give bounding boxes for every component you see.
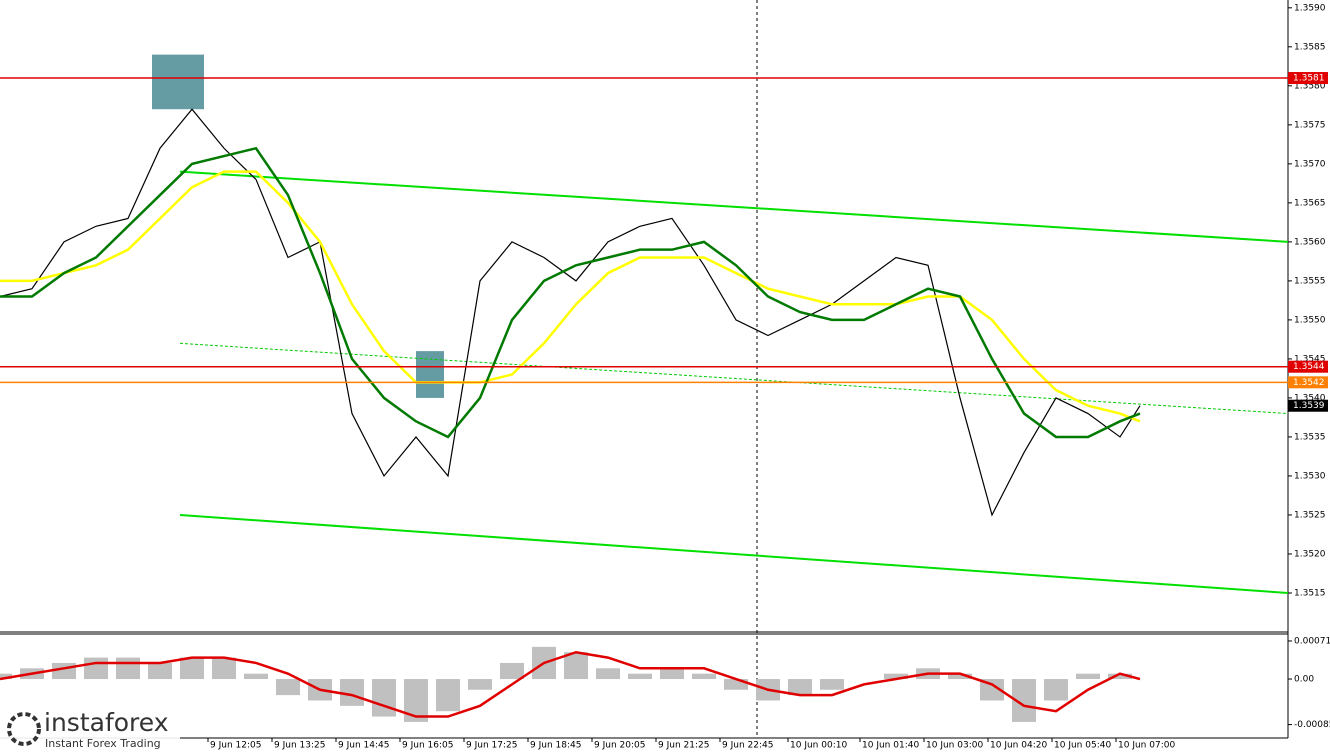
- histogram-bar: [692, 673, 716, 680]
- level-label: 1.3542: [1293, 378, 1325, 388]
- x-tick-label: 10 Jun 07:00: [1118, 741, 1175, 751]
- histogram-bar: [372, 679, 396, 717]
- y-tick-label: 1.3525: [1294, 510, 1326, 520]
- histogram-bar: [628, 673, 652, 680]
- brand-name: instaforex: [44, 708, 169, 737]
- logo-icon: [7, 712, 41, 746]
- histogram-bar: [0, 673, 12, 680]
- histogram-bar: [276, 679, 300, 696]
- trend-line: [179, 342, 1289, 415]
- x-tick-label: 9 Jun 20:05: [594, 741, 645, 751]
- x-tick-label: 9 Jun 17:25: [466, 741, 517, 751]
- x-tick-label: 10 Jun 00:10: [790, 741, 847, 751]
- x-tick-label: 10 Jun 01:40: [862, 741, 919, 751]
- histogram-bar: [436, 679, 460, 712]
- histogram-bar: [148, 662, 172, 680]
- histogram-bar: [1044, 679, 1068, 701]
- y-tick-label: 1.3585: [1294, 42, 1326, 52]
- x-tick-label: 9 Jun 12:05: [210, 741, 261, 751]
- histogram-bar: [468, 679, 492, 690]
- histogram-bar: [116, 657, 140, 680]
- level-tag: [1288, 72, 1328, 85]
- histogram-bar: [500, 662, 524, 680]
- level-tag: [1288, 360, 1328, 373]
- histogram-bar: [724, 679, 748, 690]
- trend-line: [179, 170, 1289, 243]
- logo: instaforex Instant Forex Trading: [0, 706, 180, 752]
- y-tick-label: 1.3580: [1294, 81, 1326, 91]
- level-tag: [1288, 376, 1328, 389]
- level-tag: [1288, 399, 1328, 412]
- y-tick-label: 1.3570: [1294, 159, 1326, 169]
- histogram-bar: [884, 673, 908, 680]
- x-tick-label: 10 Jun 03:00: [926, 741, 983, 751]
- histogram-bar: [660, 668, 684, 680]
- histogram-bar: [820, 679, 844, 690]
- y-tick-label: 1.3550: [1294, 315, 1326, 325]
- y-tick-label: 1.3515: [1294, 588, 1326, 598]
- signal-zone: [152, 54, 204, 110]
- x-tick-label: 9 Jun 14:45: [338, 741, 389, 751]
- indicator-line: [0, 146, 1141, 439]
- level-label: 1.3544: [1293, 362, 1325, 372]
- histogram-bar: [84, 657, 108, 680]
- y-tick-label: 1.3540: [1294, 393, 1326, 403]
- level-label: 1.3581: [1293, 74, 1325, 84]
- x-tick-label: 10 Jun 04:20: [990, 741, 1047, 751]
- y-tick-label: 1.3520: [1294, 549, 1326, 559]
- histogram-bar: [52, 662, 76, 680]
- y-tick-label: 1.3535: [1294, 432, 1326, 442]
- histogram-bar: [788, 679, 812, 696]
- histogram-bar: [244, 673, 268, 680]
- histogram-bar: [212, 657, 236, 680]
- histogram-bar: [980, 679, 1004, 701]
- level-label: 1.3539: [1293, 401, 1325, 411]
- y-tick-label: 1.3545: [1294, 354, 1326, 364]
- x-tick-label: 9 Jun 21:25: [658, 741, 709, 751]
- trend-line: [179, 513, 1289, 594]
- x-tick-label: 9 Jun 13:25: [274, 741, 325, 751]
- histogram-bar: [564, 652, 588, 680]
- x-tick-label: 9 Jun 22:45: [722, 741, 773, 751]
- histogram-bar: [340, 679, 364, 706]
- histogram-bar: [948, 673, 972, 680]
- indicator-line: [0, 650, 1141, 718]
- histogram-bar: [180, 657, 204, 680]
- x-tick-label: 9 Jun 18:45: [530, 741, 581, 751]
- price-line: [0, 108, 1141, 517]
- histogram-bar: [1076, 673, 1100, 680]
- y-tick-label: 1.3575: [1294, 120, 1326, 130]
- x-tick-label: 9 Jun 16:05: [402, 741, 453, 751]
- y-tick-label: 1.3530: [1294, 471, 1326, 481]
- y-tick-label: 1.3565: [1294, 198, 1326, 208]
- y-tick-label: 0.00071: [1294, 636, 1330, 646]
- x-tick-label: 10 Jun 05:40: [1054, 741, 1111, 751]
- y-tick-label: 0.00: [1294, 675, 1314, 685]
- histogram-bar: [1108, 673, 1132, 680]
- y-tick-label: 1.3555: [1294, 276, 1326, 286]
- brand-tagline: Instant Forex Trading: [45, 737, 161, 750]
- y-tick-label: 1.3590: [1294, 3, 1326, 13]
- histogram-bar: [596, 668, 620, 680]
- y-tick-label: 1.3560: [1294, 237, 1326, 247]
- y-tick-label: -0.00085: [1294, 720, 1330, 730]
